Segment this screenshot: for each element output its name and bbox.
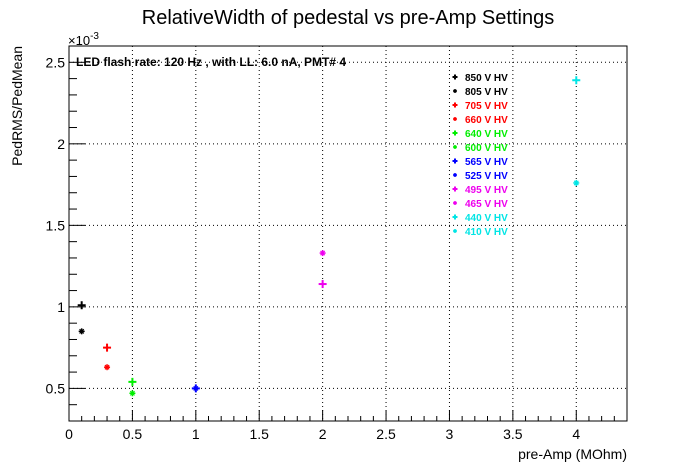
legend-label: 525 V HV [465,171,508,182]
legend-label: 440 V HV [465,213,508,224]
data-point [319,250,326,257]
data-point [318,280,327,289]
legend-marker [453,201,457,205]
x-tick-label: 1.5 [249,426,269,442]
data-points [77,76,581,397]
data-point [77,301,86,310]
legend-label: 465 V HV [465,199,508,210]
x-tick-label: 0 [65,426,73,442]
legend-label: 805 V HV [465,87,508,98]
marker-stroke [129,390,135,396]
legend-label: 600 V HV [465,143,508,154]
marker-stroke [193,385,199,391]
marker-stroke [453,229,457,233]
data-point [129,390,136,397]
marker-stroke [453,173,457,177]
legend-marker [453,173,457,177]
x-tick-label: 1 [192,426,200,442]
x-tick-label: 3 [446,426,454,442]
data-point [573,179,580,186]
legend-marker [452,186,458,192]
legend-marker [452,214,458,220]
y-tick-label: 1 [57,299,65,315]
y-axis-multiplier: ×10-3 [68,31,99,48]
legend-marker [452,158,458,164]
legend-marker [453,229,457,233]
data-point [128,377,137,386]
y-tick-label: 1.5 [46,217,66,233]
legend: 850 V HV 805 V HV 705 V HV 660 V HV 640 V HV… [452,73,508,238]
marker-stroke [453,145,457,149]
legend-label: 640 V HV [465,129,508,140]
x-tick-label: 2 [319,426,327,442]
legend-label: 660 V HV [465,115,508,126]
marker-stroke [104,364,110,370]
legend-marker [453,117,457,121]
data-point [192,385,199,392]
y-tick-label: 2.5 [46,54,66,70]
y-tick-label: 2 [57,136,65,152]
legend-label: 705 V HV [465,101,508,112]
data-point [572,76,581,85]
x-tick-label: 2.5 [376,426,396,442]
marker-stroke [453,89,457,93]
y-axis-title: PedRMS/PedMean [9,46,25,166]
y-tick-label: 0.5 [46,380,66,396]
marker-stroke [453,117,457,121]
legend-marker [453,89,457,93]
grid-lines [68,46,627,421]
legend-label: 565 V HV [465,157,508,168]
legend-label: 850 V HV [465,73,508,84]
y-axis: 0.5 1 1.5 2 2.5 [46,45,85,422]
marker-stroke [453,201,457,205]
x-axis-title: pre-Amp (MOhm) [518,446,627,462]
legend-marker [452,102,458,108]
legend-marker [452,74,458,80]
x-axis: 0 0.5 1 1.5 2 2.5 3 3.5 4 [65,410,615,442]
x-tick-label: 4 [572,426,580,442]
data-point [103,343,112,352]
annotation: LED flash rate: 120 Hz , with LL: 6.0 nA… [76,55,346,69]
chart-title: RelativeWidth of pedestal vs pre-Amp Set… [142,7,554,29]
marker-stroke [79,328,85,334]
data-point [78,328,85,335]
legend-marker [453,145,457,149]
x-tick-label: 3.5 [503,426,523,442]
legend-label: 495 V HV [465,185,508,196]
marker-stroke [573,180,579,186]
marker-stroke [320,250,326,256]
legend-label: 410 V HV [465,227,508,238]
data-point [104,364,111,371]
legend-marker [452,130,458,136]
x-tick-label: 0.5 [123,426,143,442]
